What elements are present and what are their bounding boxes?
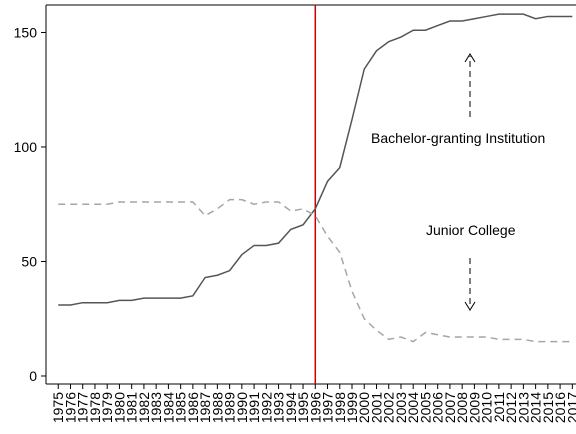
x-tick-label: 1997: [320, 392, 336, 423]
x-tick-label: 1993: [271, 392, 287, 423]
x-tick-label: 2017: [564, 392, 576, 423]
x-tick-label: 1984: [160, 392, 176, 423]
x-tick-label: 1980: [111, 392, 127, 423]
x-tick-label: 1986: [185, 392, 201, 423]
x-tick-label: 1998: [332, 392, 348, 423]
x-tick-label: 2004: [405, 392, 421, 423]
x-tick-label: 1987: [197, 392, 213, 423]
x-tick-label: 2014: [528, 392, 544, 423]
x-tick-label: 2015: [540, 392, 556, 423]
x-tick-label: 2006: [430, 392, 446, 423]
x-tick-label: 2012: [503, 392, 519, 423]
x-tick-label: 1995: [295, 392, 311, 423]
arrow-head: [464, 301, 476, 311]
data-line: [58, 13, 573, 306]
y-tick-label: 0: [29, 368, 37, 384]
x-tick-label: 2000: [356, 392, 372, 423]
annotation: Bachelor-granting Institution: [371, 130, 545, 146]
x-tick-label: 1975: [50, 392, 66, 423]
x-tick-label: 2008: [454, 392, 470, 423]
x-tick-label: 2016: [552, 392, 568, 423]
x-tick-label: 1981: [124, 392, 140, 423]
x-tick-label: 2009: [466, 392, 482, 423]
x-tick-label: 2010: [479, 392, 495, 423]
x-tick-label: 2011: [491, 392, 507, 422]
y-tick-label: 150: [14, 24, 38, 40]
x-tick-label: 2007: [442, 392, 458, 423]
x-tick-label: 1990: [234, 392, 250, 423]
x-tick-label: 1985: [173, 392, 189, 423]
arrow-head: [464, 53, 476, 63]
x-tick-label: 1992: [258, 392, 274, 423]
y-tick-label: 50: [21, 253, 37, 269]
x-tick-label: 1991: [246, 392, 262, 423]
x-tick-label: 2002: [381, 392, 397, 423]
x-tick-label: 1982: [136, 392, 152, 423]
x-tick-label: 1976: [62, 392, 78, 423]
x-tick-label: 1988: [209, 392, 225, 423]
x-tick-label: 2005: [417, 392, 433, 423]
x-tick-label: 1979: [99, 392, 115, 423]
x-tick-label: 1989: [222, 392, 238, 423]
x-tick-label: 1977: [75, 392, 91, 423]
x-tick-label: 2001: [368, 392, 384, 423]
x-tick-label: 2003: [393, 392, 409, 423]
x-tick-label: 1983: [148, 392, 164, 423]
data-line: [58, 198, 573, 343]
x-tick-label: 1994: [283, 392, 299, 423]
x-tick-label: 1978: [87, 392, 103, 423]
annotation: Junior College: [426, 222, 516, 238]
x-tick-label: 1999: [344, 392, 360, 423]
x-tick-label: 2013: [515, 392, 531, 423]
y-tick-label: 100: [14, 139, 38, 155]
x-tick-label: 1996: [307, 392, 323, 423]
